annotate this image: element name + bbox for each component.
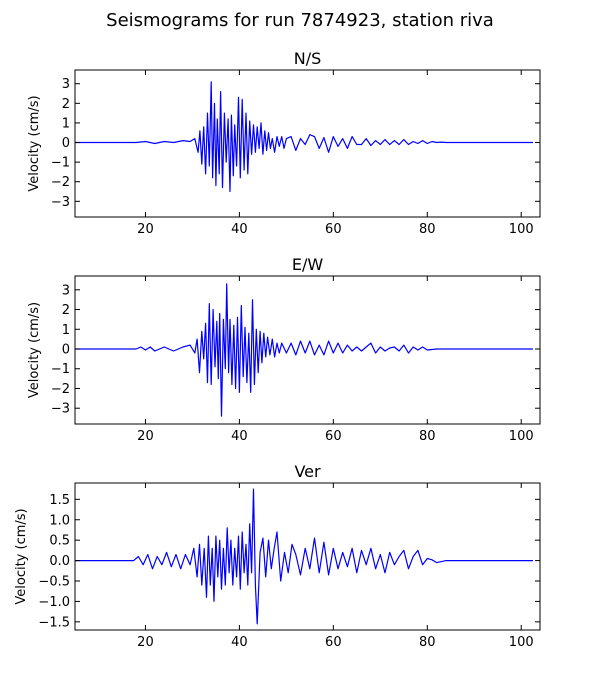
subplot-title-2: Ver [294,462,321,481]
figure-title: Seismograms for run 7874923, station riv… [106,10,494,31]
y-tick-label-2-2: −0.5 [38,575,70,590]
y-tick-label-1-4: 1 [62,323,70,338]
y-tick-label-1-1: −2 [51,382,70,397]
y-axis-label-0: Velocity (cm/s) [27,95,42,191]
subplot-title-0: N/S [294,49,322,68]
x-tick-label-2-1: 40 [231,635,248,650]
x-tick-label-0-3: 80 [419,222,436,237]
x-tick-label-1-4: 100 [509,429,534,444]
x-tick-label-0-4: 100 [509,222,534,237]
y-tick-label-0-5: 2 [62,97,70,112]
x-tick-label-0-0: 20 [137,222,154,237]
x-tick-label-1-0: 20 [137,429,154,444]
y-tick-label-0-6: 3 [62,77,70,92]
y-axis-label-2: Velocity (cm/s) [14,508,29,604]
x-tick-label-2-3: 80 [419,635,436,650]
y-tick-label-0-1: −2 [51,175,70,190]
x-tick-label-2-4: 100 [509,635,534,650]
x-tick-label-0-2: 60 [325,222,342,237]
x-tick-label-1-2: 60 [325,429,342,444]
seismogram-trace-1 [75,283,533,417]
y-tick-label-2-0: −1.5 [38,615,70,630]
y-tick-label-1-5: 2 [62,303,70,318]
y-tick-label-2-5: 1.0 [49,513,70,528]
y-tick-label-2-1: −1.0 [38,595,70,610]
y-tick-label-2-3: 0.0 [49,554,70,569]
y-tick-label-0-3: 0 [62,136,70,151]
y-tick-label-1-0: −3 [51,402,70,417]
axes-frame-0 [74,69,541,218]
y-tick-label-1-6: 3 [62,283,70,298]
x-tick-label-1-3: 80 [419,429,436,444]
x-tick-label-2-2: 60 [325,635,342,650]
x-tick-label-1-1: 40 [231,429,248,444]
axes-frame-1 [74,275,541,425]
y-tick-label-0-4: 1 [62,116,70,131]
y-tick-label-0-2: −1 [51,156,70,171]
y-tick-label-0-0: −3 [51,195,70,210]
y-tick-label-1-3: 0 [62,343,70,358]
y-tick-label-2-4: 0.5 [49,534,70,549]
y-tick-label-1-2: −1 [51,362,70,377]
seismogram-trace-0 [75,81,533,193]
x-tick-label-2-0: 20 [137,635,154,650]
axes-frame-2 [74,482,541,631]
seismogram-trace-2 [75,488,533,625]
y-axis-label-1: Velocity (cm/s) [27,302,42,398]
subplot-title-1: E/W [292,255,324,274]
x-tick-label-0-1: 40 [231,222,248,237]
y-tick-label-2-6: 1.5 [49,493,70,508]
